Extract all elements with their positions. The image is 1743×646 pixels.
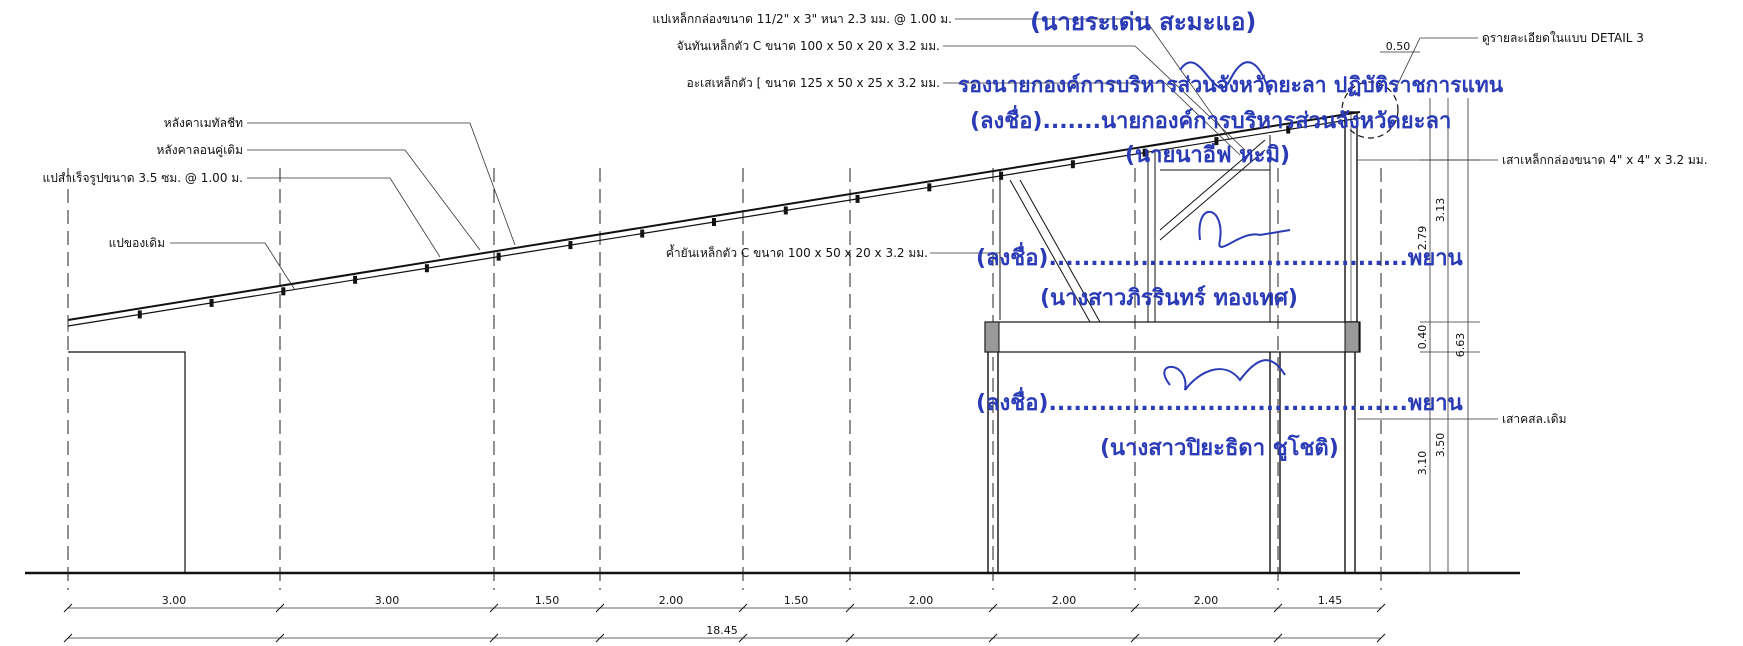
bottom-dim-lines (68, 607, 1381, 639)
dim-label: 2.00 (1194, 594, 1219, 607)
stamp-line-6: (นางสาวภิรรินทร์ ทองเทศ) (1040, 285, 1298, 311)
dim-tick (738, 603, 748, 613)
dim-tick (988, 603, 998, 613)
purlin-mark (855, 194, 860, 203)
stamp-line-3: (ลงชื่อ).......นายกองค์การบริหารส่วนจังห… (970, 104, 1451, 134)
right-dimensions: 0.50 2.79 3.13 0.40 3.10 3.50 6.63 (1386, 40, 1467, 475)
annotation-existing-roof: หลังคาลอนคู่เดิม (157, 143, 243, 158)
purlin-mark (1070, 160, 1075, 169)
purlin-mark (353, 275, 358, 284)
dim-label: 3.10 (1416, 451, 1429, 476)
annotation-existing-purlin: แปของเดิม (109, 236, 165, 250)
annotation-prefab-purlin: แปสำเร็จรูปขนาด 3.5 ซม. @ 1.00 ม. (43, 170, 243, 186)
dim-label: 2.00 (909, 594, 934, 607)
dim-label: 2.00 (1052, 594, 1077, 607)
dim-label: 0.40 (1416, 325, 1429, 350)
dim-tick (1130, 603, 1140, 613)
annotation-c-brace: ค้ำยันเหล็กตัว C ขนาด 100 x 50 x 20 x 3.… (666, 244, 928, 260)
purlin-mark (209, 298, 214, 307)
existing-building (68, 351, 186, 573)
annotation-detail-ref: ดูรายละเอียดในแบบ DETAIL 3 (1482, 31, 1644, 46)
grid-lines (67, 168, 1382, 590)
dim-label: 2.00 (659, 594, 684, 607)
new-structure (984, 81, 1399, 573)
purlin-mark (1214, 137, 1219, 146)
stamp-line-8: (นางสาวปิยะธิดา ชูโชติ) (1100, 434, 1339, 462)
annotation-metal-sheet-roof: หลังคาเมทัลชีท (164, 116, 243, 130)
dim-tick (595, 603, 605, 613)
purlin-mark (927, 183, 932, 192)
signature-3 (1163, 359, 1286, 391)
dim-tick (1376, 603, 1386, 613)
dim-tick (489, 603, 499, 613)
dim-tick (738, 633, 748, 643)
stamp-line-4: (นายนาอีฟ หะมิ) (1125, 143, 1290, 168)
annotation-c-strut: จันทันเหล็กตัว C ขนาด 100 x 50 x 20 x 3.… (677, 38, 940, 53)
dim-label: 6.63 (1454, 333, 1467, 358)
purlin-marks (137, 125, 1291, 319)
purlin-mark (1286, 125, 1291, 134)
dim-label: 3.13 (1434, 198, 1447, 223)
dim-tick (845, 603, 855, 613)
stamp-line-1: (นายระเด่น สะมะแอ) (1030, 8, 1256, 36)
dim-tick (63, 603, 73, 613)
right-dim-lines (1380, 51, 1480, 574)
dim-tick (595, 633, 605, 643)
purlin-mark (424, 264, 429, 273)
purlin-mark (640, 229, 645, 238)
dim-tick (1273, 603, 1283, 613)
signature-stamp: (นายระเด่น สะมะแอ) รองนายกองค์การบริหารส… (958, 8, 1504, 462)
annotation-box-column: เสาเหล็กกล่องขนาด 4" x 4" x 3.2 มม. (1502, 152, 1708, 167)
dim-label: 2.79 (1416, 226, 1429, 251)
stamp-line-7: (ลงชื่อ)................................… (976, 386, 1463, 416)
dim-tick (489, 633, 499, 643)
annotation-existing-rc-column: เสาคสล.เดิม (1502, 412, 1567, 426)
dim-tick (275, 633, 285, 643)
purlin-mark (783, 206, 788, 215)
dim-label: 1.45 (1318, 594, 1343, 607)
dim-label: 3.50 (1434, 433, 1447, 458)
dim-label: 1.50 (535, 594, 560, 607)
dim-label: 1.50 (784, 594, 809, 607)
bottom-dim-ticks (63, 603, 1386, 643)
signature-1 (1179, 61, 1271, 96)
purlin-mark (496, 252, 501, 261)
dim-tick (1130, 633, 1140, 643)
annotation-c-tie: อะเสเหล็กตัว [ ขนาด 125 x 50 x 25 x 3.2 … (687, 75, 940, 90)
purlin-mark (712, 218, 716, 226)
dim-tick (275, 603, 285, 613)
dim-label: 0.50 (1386, 40, 1411, 53)
annotation-box-purlin: แปเหล็กกล่องขนาด 11/2" x 3" หนา 2.3 มม. … (652, 11, 952, 26)
dim-label: 3.00 (375, 594, 400, 607)
purlin-mark (568, 241, 573, 250)
signature-2 (1198, 210, 1291, 248)
dim-tick (988, 633, 998, 643)
dim-total-label: 18.45 (706, 624, 738, 637)
dim-tick (1376, 633, 1386, 643)
dim-label: 3.00 (162, 594, 187, 607)
annotations: หลังคาเมทัลชีท หลังคาลอนคู่เดิม แปสำเร็จ… (43, 11, 1708, 426)
purlin-mark (137, 310, 142, 319)
dim-tick (845, 633, 855, 643)
dim-tick (63, 633, 73, 643)
purlin-mark (1142, 148, 1147, 157)
purlin-mark (999, 171, 1004, 180)
purlin-mark (281, 287, 286, 296)
leader-lines (170, 18, 1498, 420)
dim-tick (1273, 633, 1283, 643)
bottom-dimensions: 3.00 3.00 1.50 2.00 1.50 2.00 2.00 2.00 … (162, 594, 1343, 637)
